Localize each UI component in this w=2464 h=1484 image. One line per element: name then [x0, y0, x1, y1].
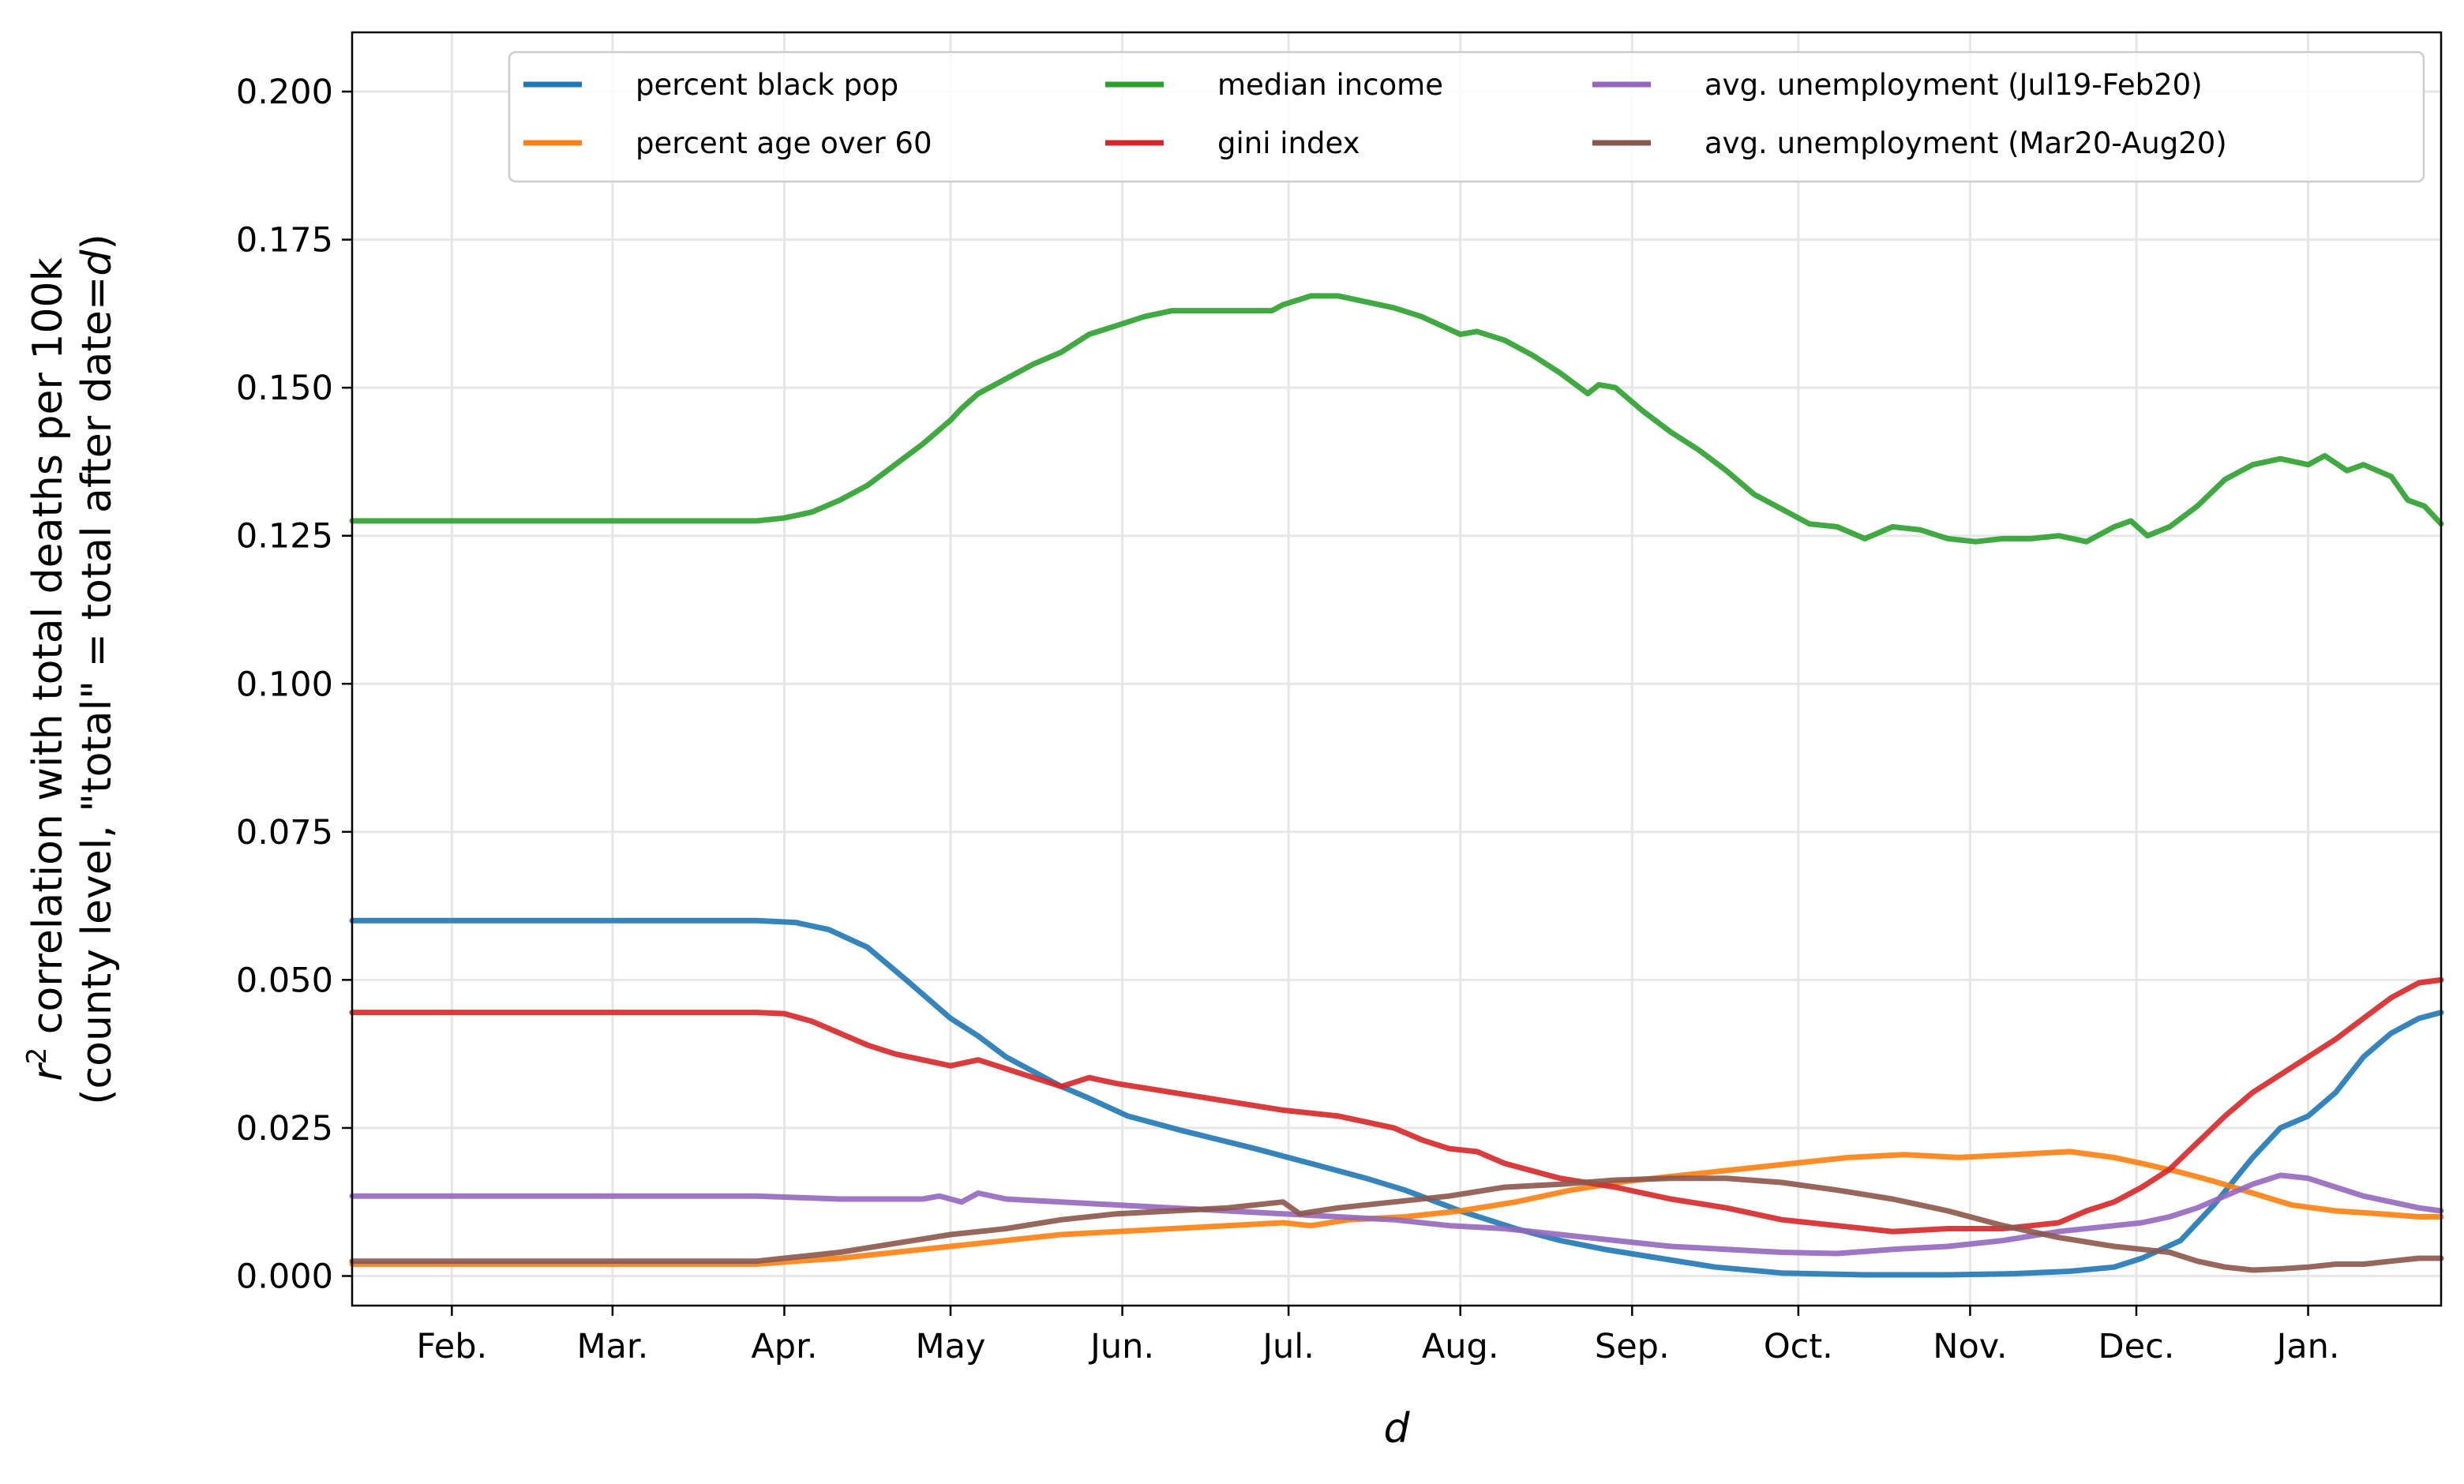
x-tick-label: Jun. [1088, 1327, 1154, 1366]
x-tick-label: Oct. [1764, 1327, 1833, 1366]
legend-label: percent black pop [636, 68, 898, 102]
legend-label: median income [1217, 68, 1443, 102]
x-tick-label: Dec. [2098, 1327, 2175, 1366]
legend-label: avg. unemployment (Mar20-Aug20) [1705, 126, 2227, 160]
y-axis-title-line2-end: ) [73, 234, 121, 249]
y-tick-label: 0.100 [236, 665, 333, 704]
legend-label: gini index [1217, 126, 1360, 160]
x-tick-label: Mar. [576, 1327, 648, 1366]
y-axis-title-line2-start: (county level, "total" = total after dat… [73, 276, 121, 1105]
y-tick-label: 0.000 [236, 1257, 333, 1296]
y-axis-title-superscript: 2 [21, 1047, 53, 1065]
y-axis-title: r2 correlation with total deaths per 100… [21, 234, 121, 1105]
y-axis: 0.000 0.025 0.050 0.075 0.100 0.125 0.150 0.175… [236, 73, 352, 1296]
series-line [349, 293, 2444, 545]
x-axis: Feb. Mar. Apr. May Jun. Jul. Aug. Sep. Oct. Nov. D… [416, 1306, 2340, 1366]
series-line [349, 1175, 2444, 1273]
svg-text:(county level, "total" = total: (county level, "total" = total after dat… [73, 234, 121, 1105]
y-tick-label: 0.175 [236, 221, 333, 260]
x-tick-label: Sep. [1595, 1327, 1670, 1366]
y-tick-label: 0.200 [236, 73, 333, 112]
y-tick-label: 0.125 [236, 517, 333, 556]
plot-frame [351, 31, 2443, 1307]
x-tick-label: Apr. [751, 1327, 817, 1366]
x-tick-label: Aug. [1422, 1327, 1499, 1366]
series-line [349, 1172, 2444, 1257]
y-tick-label: 0.075 [236, 813, 333, 853]
legend-label: avg. unemployment (Jul19-Feb20) [1705, 68, 2203, 102]
x-tick-label: Nov. [1933, 1327, 2007, 1366]
series-line [349, 917, 2444, 1278]
x-tick-label: Feb. [416, 1327, 487, 1366]
legend: percent black pop percent age over 60 medi… [508, 51, 2425, 183]
x-tick-label: May [916, 1327, 986, 1366]
y-tick-label: 0.050 [236, 961, 333, 1000]
series-line [349, 976, 2444, 1235]
series-lines [349, 293, 2444, 1278]
x-tick-label: Jul. [1260, 1327, 1315, 1366]
y-tick-label: 0.025 [236, 1109, 333, 1149]
y-tick-label: 0.150 [236, 369, 333, 408]
y-axis-title-line2-d: d [73, 249, 121, 276]
legend-label: percent age over 60 [636, 126, 932, 160]
legend-box [508, 51, 2425, 183]
y-axis-title-r: r [24, 1062, 72, 1081]
svg-text:r2 correlation with total deat: r2 correlation with total deaths per 100… [21, 257, 72, 1081]
y-axis-title-line1-rest: correlation with total deaths per 100k [24, 257, 72, 1047]
x-tick-label: Jan. [2275, 1327, 2340, 1366]
x-axis-title: d [1383, 1405, 1410, 1452]
